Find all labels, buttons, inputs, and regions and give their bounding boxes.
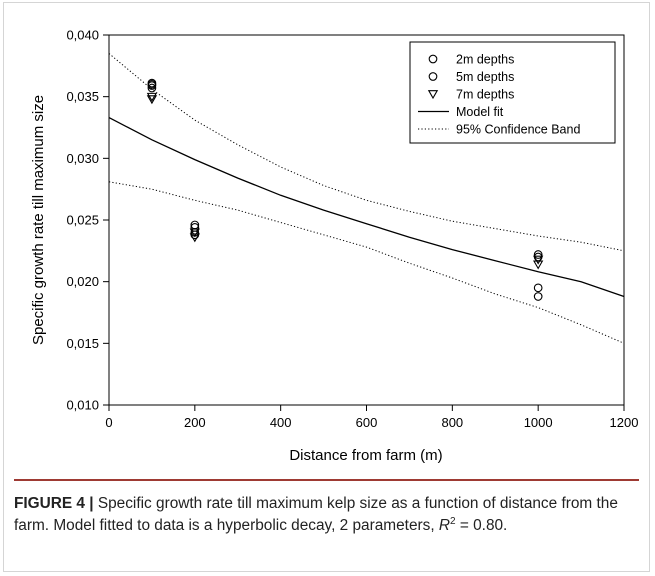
legend-marker [428,72,438,81]
r-squared-symbol: R [438,516,450,534]
r-squared-exponent: 2 [450,515,456,527]
legend-label: 7m depths [456,88,514,102]
data-point-2m-depths [533,283,543,293]
r-squared-value: = 0.80. [455,516,508,534]
legend-marker [427,90,439,100]
figure-caption: FIGURE 4 | Specific growth rate till max… [14,479,639,536]
data-point-5m-depths [533,292,543,301]
figure-label: FIGURE 4 | [14,495,94,512]
model-fit-layer [108,53,625,344]
data-point-5m-depths [147,79,157,89]
data-point-5m-depths [147,83,157,93]
x-tick-label: 400 [270,415,292,430]
scatter-chart: 0 200 400 600 800 1000 1200 0,0100,0150,0200,0… [30,28,638,465]
data-points-layer [146,78,544,301]
y-axis-ticks: 0,010 0,015 0,020 0,025 0,030 0,035 0,040 [66,28,109,413]
data-point-7m-depths [189,228,200,238]
y-tick-label: 0,035 [66,89,99,104]
data-point-7m-depths [146,95,158,105]
x-axis-ticks: 0 200 400 600 800 1000 1200 [105,405,638,430]
data-point-7m-depths [533,260,544,270]
data-point-2m-depths [533,250,543,259]
x-tick-label: 600 [356,415,378,430]
legend-box [409,41,616,144]
legend-marker [428,54,438,64]
caption-text: Specific growth rate till maximum kelp s… [14,495,618,534]
x-tick-label: 800 [441,415,463,430]
x-tick-label: 1000 [524,415,553,430]
x-tick-label: 0 [105,415,112,430]
legend-label: 95% Confidence Band [456,123,580,137]
x-axis-title: Distance from farm (m) [289,447,442,464]
x-tick-label: 200 [184,415,206,430]
x-tick-label: 1200 [610,415,639,430]
data-point-7m-depths [189,233,200,243]
legend-label: Model fit [456,105,504,119]
legend-label: 5m depths [456,70,514,84]
y-axis-title: Specific growth rate till maximum size [30,95,47,345]
y-tick-label: 0,010 [66,398,99,413]
y-tick-label: 0,015 [66,336,99,351]
legend: 2m depths 5m depths 7m depths Model fit 95% … [409,41,616,144]
y-tick-label: 0,040 [66,28,99,43]
legend-label: 2m depths [456,53,514,67]
y-tick-label: 0,030 [66,151,99,166]
model-fit-line [108,117,625,298]
confidence-band-lower [108,181,625,344]
data-point-7m-depths [533,255,544,265]
legend-items: 2m depths 5m depths 7m depths Model fit 95% … [418,53,580,137]
y-tick-label: 0,025 [66,213,99,228]
y-tick-label: 0,020 [66,274,99,289]
data-point-7m-depths [146,92,158,102]
